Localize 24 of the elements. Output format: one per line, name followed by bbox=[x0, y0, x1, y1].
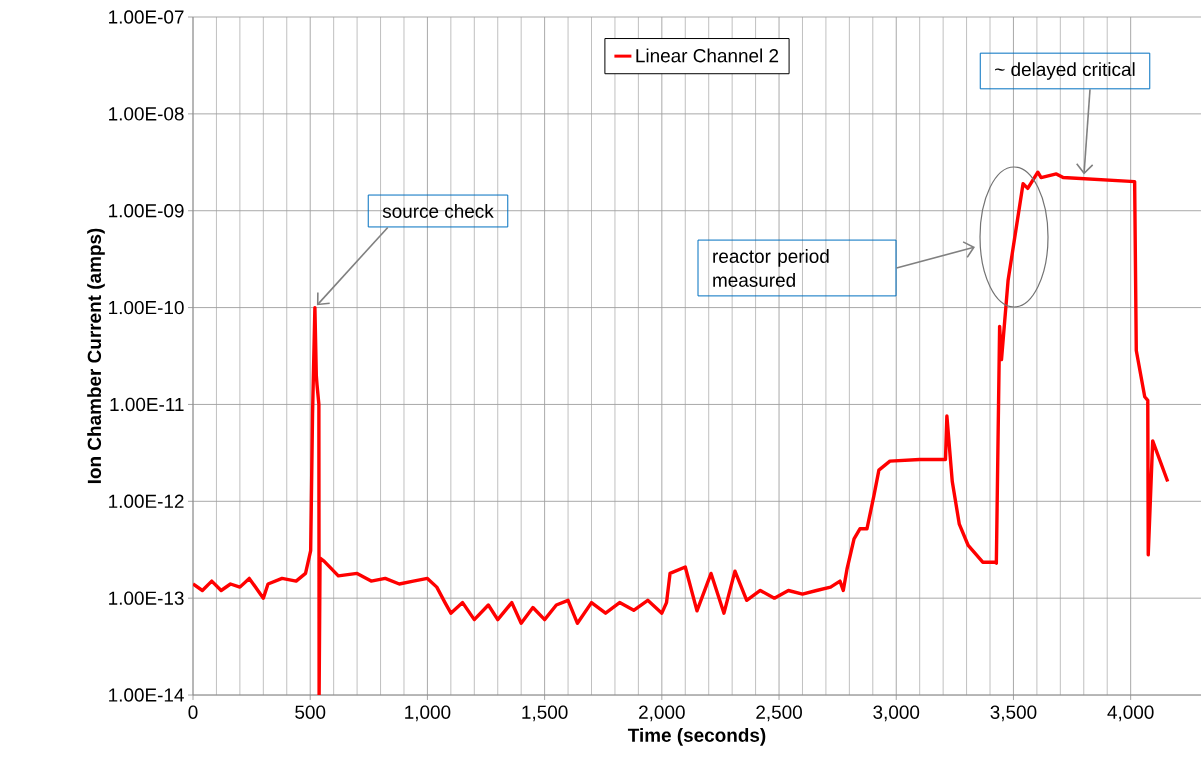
line-series bbox=[193, 170, 1170, 696]
annotation: source check bbox=[382, 204, 494, 218]
annotation: reactor period measured bbox=[713, 249, 829, 287]
x-tick-label: 4,000 bbox=[1107, 705, 1154, 722]
y-axis-title: Ion Chamber Current (amps) bbox=[87, 228, 105, 484]
x-tick-label: 500 bbox=[295, 705, 326, 719]
y-tick-label: 1.00E-13 bbox=[109, 591, 184, 605]
x-tick-label: 1,500 bbox=[522, 705, 568, 722]
y-tick-label: 1.00E-07 bbox=[109, 10, 184, 24]
x-tick-label: 2,000 bbox=[639, 705, 685, 722]
y-tick-label: 1.00E-14 bbox=[109, 688, 184, 702]
y-tick-label: 1.00E-08 bbox=[109, 107, 184, 121]
x-tick-label: 3,500 bbox=[990, 705, 1037, 722]
x-tick-label: 2,500 bbox=[756, 705, 802, 722]
y-tick-label: 1.00E-12 bbox=[109, 494, 184, 508]
annotation: ~ delayed critical bbox=[995, 62, 1135, 80]
x-tick-label: 3,000 bbox=[873, 705, 920, 722]
legend-label: Linear Channel 2 bbox=[636, 48, 779, 63]
x-axis-title: Time (seconds) bbox=[627, 728, 766, 746]
y-tick-label: 1.00E-10 bbox=[109, 300, 184, 315]
y-tick-label: 1.00E-09 bbox=[109, 204, 184, 218]
x-tick-label: 0 bbox=[188, 705, 198, 719]
x-tick-label: 1,000 bbox=[405, 705, 451, 722]
y-tick-label: 1.00E-11 bbox=[110, 397, 184, 412]
